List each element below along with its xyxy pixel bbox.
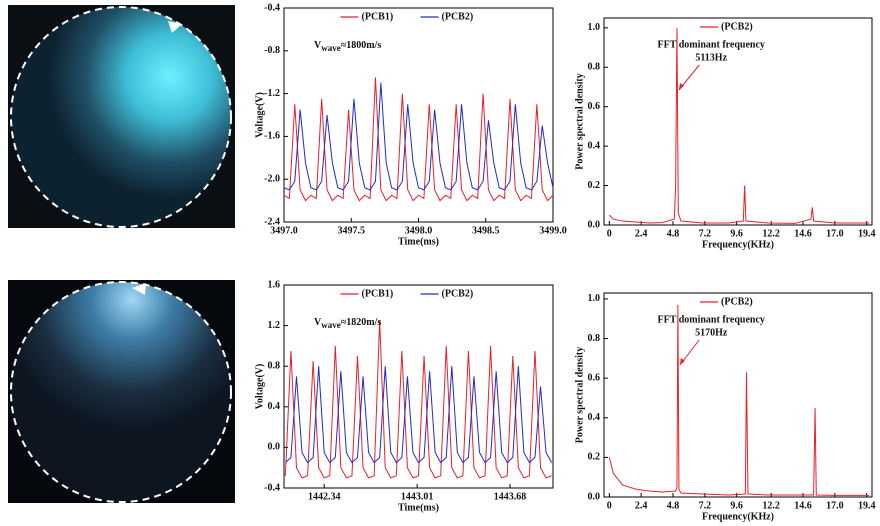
- x-tick-label: 2.4: [635, 228, 648, 239]
- plot-frame: [283, 284, 554, 489]
- x-tick-label: 4.8: [667, 228, 680, 239]
- y-tick-label: 0.0: [588, 491, 601, 502]
- x-tick-label: 9.6: [730, 500, 743, 511]
- x-tick-label: 19.4: [858, 500, 876, 511]
- x-tick-label: 12.2: [762, 228, 780, 239]
- legend-label: (PCB2): [721, 21, 753, 32]
- y-axis-label: Voltage(V): [254, 364, 265, 410]
- data-line: [285, 366, 553, 464]
- annotation: Vwave≈1800m/s: [314, 40, 381, 53]
- legend-label: (PCB2): [442, 288, 474, 299]
- plot-frame: [603, 292, 873, 498]
- x-tick-label: 12.2: [762, 500, 780, 511]
- x-tick-label: 17.0: [826, 228, 844, 239]
- y-tick-label: -1.6: [264, 131, 280, 142]
- y-tick-label: 1.2: [268, 320, 281, 331]
- x-tick-label: 19.4: [858, 228, 876, 239]
- y-tick-label: -0.4: [264, 2, 280, 13]
- annotation: 5170Hz: [695, 327, 728, 338]
- x-tick-label: 0: [607, 500, 612, 511]
- x-axis-label: Time(ms): [398, 502, 439, 513]
- annotation-value: ≈1800m/s: [341, 40, 382, 51]
- data-line: [283, 77, 554, 202]
- photo-bottom: [8, 280, 235, 503]
- y-tick-label: 0.0: [588, 219, 601, 230]
- x-tick-label: 1443.01: [401, 491, 434, 502]
- annotation-subscript: wave: [321, 320, 341, 330]
- annotation: FFT dominant frequency: [657, 314, 764, 325]
- chart: 0.0 0.2 0.4 0.6 0.8 1.0 0 2.4 4.8 7.2 9.6 12.2 14.6 1…: [574, 17, 876, 250]
- annotation: Vwave≈1820m/s: [314, 317, 381, 330]
- y-axis-label: Power spectral density: [574, 73, 585, 169]
- x-tick-label: 7.2: [699, 228, 712, 239]
- y-tick-label: 1.0: [588, 293, 601, 304]
- y-tick-label: 0.8: [588, 62, 601, 73]
- annotation-subscript: wave: [321, 43, 341, 53]
- y-tick-label: 1.0: [588, 22, 601, 33]
- y-tick-label: -1.2: [264, 88, 280, 99]
- legend-label: (PCB2): [721, 296, 753, 307]
- legend-label: (PCB1): [362, 11, 394, 22]
- annotation-symbol: V: [314, 317, 322, 328]
- x-tick-label: 2.4: [635, 500, 648, 511]
- x-axis-label: Frequency(KHz): [702, 511, 774, 522]
- arrow-head: [679, 358, 685, 365]
- y-tick-label: 0.6: [588, 372, 601, 383]
- y-tick-label: 0.2: [588, 180, 601, 191]
- y-tick-label: -0.4: [264, 482, 280, 493]
- y-axis-label: Power spectral density: [574, 347, 585, 443]
- x-tick-label: 1442.34: [308, 491, 341, 502]
- data-line: [283, 82, 554, 191]
- x-tick-label: 3499.0: [539, 225, 567, 236]
- y-tick-label: 0.8: [268, 360, 281, 371]
- chart: -2.4 -2.0 -1.6 -1.2 -0.8 -0.4 3497.0 3497.5 3498…: [254, 2, 566, 247]
- x-axis-label: Frequency(KHz): [702, 239, 774, 250]
- y-tick-label: 0.8: [588, 333, 601, 344]
- plot-frame: [603, 17, 873, 226]
- x-tick-label: 17.0: [826, 500, 844, 511]
- y-tick-label: 0.6: [588, 101, 601, 112]
- arrow-head: [678, 83, 684, 90]
- legend-label: (PCB1): [362, 288, 394, 299]
- y-tick-label: -2.0: [264, 173, 280, 184]
- x-tick-label: 0: [607, 228, 612, 239]
- x-tick-label: 4.8: [667, 500, 680, 511]
- legend-label: (PCB2): [442, 11, 474, 22]
- y-tick-label: 0.4: [268, 401, 281, 412]
- x-tick-label: 3498.5: [472, 225, 500, 236]
- y-tick-label: 0.0: [268, 442, 281, 453]
- plot-frame: [283, 7, 554, 223]
- x-tick-label: 3498.0: [405, 225, 433, 236]
- x-tick-label: 9.6: [730, 228, 743, 239]
- x-tick-label: 3497.5: [338, 225, 366, 236]
- y-tick-label: -2.4: [264, 216, 280, 227]
- x-tick-label: 14.6: [794, 228, 812, 239]
- y-tick-label: -0.8: [264, 45, 280, 56]
- y-axis-label: Voltage(V): [254, 92, 265, 138]
- data-line: [284, 320, 552, 479]
- annotation-value: ≈1820m/s: [341, 317, 382, 328]
- data-line: [608, 27, 870, 224]
- x-tick-label: 3497.0: [270, 225, 298, 236]
- x-axis-label: Time(ms): [398, 236, 439, 247]
- chart: -0.4 0.0 0.4 0.8 1.2 1.6 1442.34 1443.01 1443.68…: [254, 279, 554, 513]
- photo-top: [8, 5, 235, 228]
- y-tick-label: 1.6: [268, 279, 281, 290]
- annotation-symbol: V: [314, 40, 322, 51]
- data-line: [608, 304, 870, 496]
- y-tick-label: 0.4: [588, 140, 601, 151]
- x-tick-label: 14.6: [794, 500, 812, 511]
- annotation: FFT dominant frequency: [657, 39, 764, 50]
- x-tick-label: 1443.68: [494, 491, 527, 502]
- y-tick-label: 0.2: [588, 452, 601, 463]
- annotation: 5113Hz: [695, 52, 727, 63]
- chart: 0.0 0.2 0.4 0.6 0.8 1.0 0 2.4 4.8 7.2 9.6 12.2 14.6 1…: [574, 292, 876, 522]
- x-tick-label: 7.2: [699, 500, 712, 511]
- y-tick-label: 0.4: [588, 412, 601, 423]
